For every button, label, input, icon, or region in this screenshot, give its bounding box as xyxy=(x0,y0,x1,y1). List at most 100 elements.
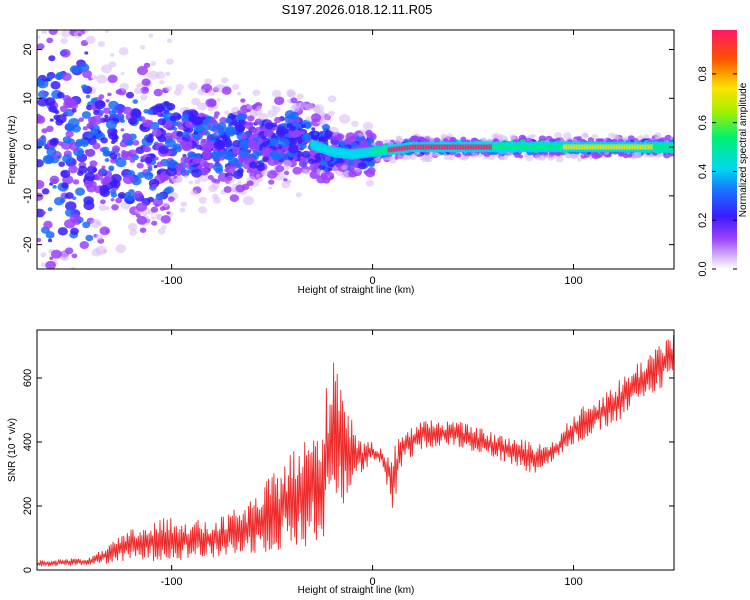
spectrogram-blob xyxy=(161,225,167,230)
spectrogram-blob xyxy=(195,125,205,134)
spectrogram-blob xyxy=(207,106,214,112)
spectrogram-blob xyxy=(307,158,315,165)
spectrogram-blob xyxy=(176,130,184,137)
spectrogram-blob xyxy=(144,156,153,164)
spectrogram-blob xyxy=(62,136,72,144)
spectrogram-blob xyxy=(256,151,262,157)
spectrogram-blob xyxy=(286,123,293,129)
spectrogram-blob xyxy=(591,133,599,140)
spectrogram-blob xyxy=(125,91,134,99)
spectrogram-blob xyxy=(62,95,72,102)
spectrogram-blob xyxy=(238,149,249,158)
spectrogram-blob xyxy=(538,135,547,142)
spectrogram-blob xyxy=(46,37,54,44)
spectrogram-blob xyxy=(627,153,633,158)
spectrogram-blob xyxy=(160,215,171,224)
spectrogram-blob xyxy=(310,113,322,123)
spectrogram-blob xyxy=(54,109,60,115)
spectrogram-blob xyxy=(90,128,99,136)
spectrogram-blob xyxy=(89,160,98,167)
spectrogram-blob xyxy=(197,88,206,96)
spectrogram-blob xyxy=(236,91,242,96)
spectrogram-blob xyxy=(107,92,112,97)
spectrogram-blob xyxy=(367,138,375,144)
spectrogram-blob xyxy=(254,118,262,125)
spectrogram-blob xyxy=(103,151,109,156)
spectrogram-blob xyxy=(368,134,375,139)
spectrogram-blob xyxy=(148,133,154,137)
spectrogram-blob xyxy=(48,30,58,36)
spectrogram-blob xyxy=(147,70,159,80)
spectrogram-blob xyxy=(281,180,291,189)
spectrogram-blob xyxy=(59,105,68,113)
spectrogram-blob xyxy=(166,103,176,111)
spectrogram-blob xyxy=(69,213,81,223)
spectrogram-blob xyxy=(323,130,333,138)
spectrogram-blob xyxy=(156,161,164,168)
spectrogram-blob xyxy=(115,197,123,204)
spectrogram-blob xyxy=(52,185,57,189)
spectrogram-blob xyxy=(143,62,151,68)
spectrogram-blob xyxy=(125,194,135,202)
spectrogram-blob xyxy=(314,152,324,161)
spectrogram-blob xyxy=(71,108,77,113)
spectrogram-blob xyxy=(189,162,194,166)
spectrogram-blob xyxy=(292,166,302,175)
colorbar-gradient xyxy=(712,30,737,269)
spectrogram-blob xyxy=(60,37,68,45)
spectrogram-blob xyxy=(148,33,154,38)
spectrogram-blob xyxy=(449,137,455,142)
x-tick-label: -100 xyxy=(161,275,183,287)
spectrogram-blob xyxy=(223,150,235,161)
spectrogram-blob xyxy=(146,119,154,126)
spectrogram-blob xyxy=(151,128,162,137)
spectrogram-blob xyxy=(99,185,110,194)
snr-y-label: SNR (10 * v/v) xyxy=(7,418,18,482)
spectrogram-blob xyxy=(208,118,217,125)
spectrogram-blob xyxy=(213,140,225,150)
spectrogram-blob xyxy=(120,71,125,76)
spectrogram-blob xyxy=(290,97,298,104)
spectrogram-blob xyxy=(322,176,331,184)
spectrogram-blob xyxy=(103,107,111,114)
spectrogram-blob xyxy=(139,45,146,50)
spectrogram-blob xyxy=(68,165,78,174)
spectrogram-blob xyxy=(240,98,246,103)
spectrogram-blob xyxy=(622,153,629,159)
spectrogram-blob xyxy=(46,147,57,157)
spectrogram-blob xyxy=(183,171,189,176)
spectrogram-blob xyxy=(104,158,110,163)
spectrogram-blob xyxy=(255,173,261,178)
spectrogram-blob xyxy=(37,115,46,124)
spectrogram-blob xyxy=(165,71,171,76)
spectrogram-blob xyxy=(60,169,71,179)
spectrogram-blob xyxy=(211,132,219,139)
spectrogram-blob xyxy=(261,169,269,176)
spectrogram-blob xyxy=(120,118,126,124)
spectrogram-blob xyxy=(224,110,230,116)
spectrogram-blob xyxy=(238,118,246,126)
x-tick-label: 0 xyxy=(370,576,376,588)
y-tick-label: 200 xyxy=(22,497,34,515)
spectrogram-blob xyxy=(339,114,351,124)
spectrogram-blob xyxy=(68,117,80,128)
spectrogram-blob xyxy=(305,116,313,122)
spectrogram-blob xyxy=(212,163,223,172)
spectrogram-blob xyxy=(246,104,253,110)
spectrogram-blob xyxy=(332,166,339,172)
spectrogram-blob xyxy=(45,231,55,239)
spectrogram-blob xyxy=(274,116,282,124)
spectrogram-blob xyxy=(275,165,285,173)
spectrogram-blob xyxy=(165,167,177,177)
spectrogram-blob xyxy=(566,153,573,159)
spectrogram-blob xyxy=(563,132,572,139)
spectrogram-blob xyxy=(55,118,64,126)
spectrogram-blob xyxy=(110,157,118,164)
spectrogram-blob xyxy=(44,155,55,163)
spectrogram-blob xyxy=(57,227,68,236)
spectrogram-blob xyxy=(201,144,212,153)
spectrogram-blob xyxy=(40,252,47,258)
spectrogram-blob xyxy=(236,110,242,115)
spectrogram-blob xyxy=(618,152,624,157)
